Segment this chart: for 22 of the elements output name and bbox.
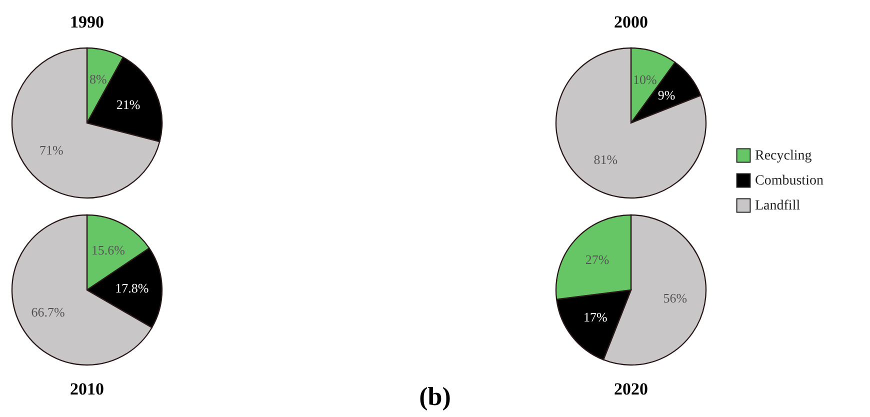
- text: (b): [419, 382, 451, 411]
- data-label: 71%: [40, 142, 64, 158]
- data-label: 27%: [585, 252, 610, 268]
- chart-title: 2000: [614, 12, 648, 32]
- legend-label: Landfill: [755, 198, 800, 214]
- data-label: 81%: [594, 152, 618, 168]
- pie-slice: [11, 47, 160, 199]
- chart-title: 1990: [70, 12, 104, 32]
- data-label: 21%: [116, 97, 140, 112]
- data-label: 9%: [658, 87, 676, 102]
- text: 2020: [614, 379, 648, 398]
- data-label: 17.8%: [115, 280, 149, 296]
- data-label: 10%: [632, 72, 657, 88]
- text: 2010: [70, 379, 104, 398]
- data-label: 66.7%: [31, 304, 65, 320]
- data-label: 8%: [90, 71, 108, 86]
- legend-label: Recycling: [755, 148, 812, 164]
- pie-slice: [555, 47, 707, 199]
- legend-label: Combustion: [755, 174, 824, 188]
- data-label: 56%: [663, 290, 688, 306]
- data-label: 15.6%: [91, 242, 126, 258]
- data-label: 17%: [584, 310, 608, 325]
